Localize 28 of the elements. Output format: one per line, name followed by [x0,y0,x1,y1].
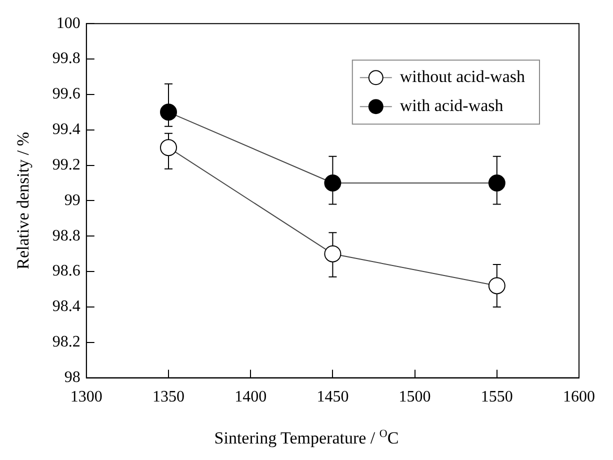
y-tick-label: 100 [56,14,80,32]
y-tick-label: 99.8 [52,50,80,68]
point [324,245,342,262]
y-tick-label: 98.8 [52,227,80,244]
x-tick-label: 1300 [70,388,102,406]
point [488,174,506,192]
y-tick-label: 98.4 [52,298,80,316]
x-tick-label: 1500 [398,388,431,406]
y-tick-label: 99.4 [52,121,80,138]
x-tick-label: 1350 [152,388,184,406]
x-tick-label: 1400 [234,388,267,406]
point [160,104,177,121]
y-tick-label: 99 [64,192,80,209]
point [488,277,506,294]
point [160,139,177,156]
point [324,174,342,192]
x-tick-label: 1600 [563,388,595,406]
legend-label: without acid-wash [400,67,526,86]
y-tick-label: 98 [64,369,80,386]
x-axis-title: Sintering Temperature / $^{O}$C [213,428,400,449]
x-tick-label: 1450 [316,388,349,406]
y-tick-label: 98.6 [52,262,80,280]
legend-label: with acid-wash [400,96,504,116]
y-tick-label: 98.2 [52,334,80,351]
y-axis-title: Relative density / % [14,132,33,270]
x-tick-label: 1550 [480,388,513,406]
y-tick-label: 99.6 [52,86,80,103]
y-tick-label: 99.2 [52,156,80,174]
